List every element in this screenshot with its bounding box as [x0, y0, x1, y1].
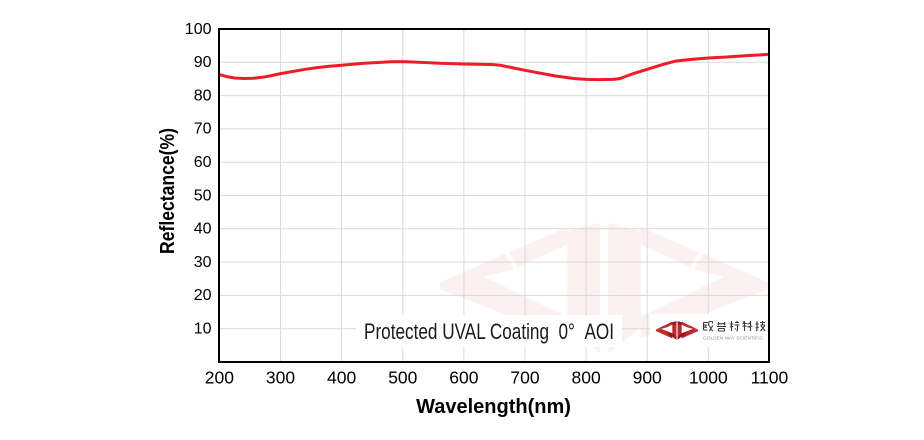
svg-text:40: 40: [194, 221, 212, 238]
svg-text:800: 800: [571, 368, 600, 388]
svg-text:90: 90: [194, 54, 212, 71]
svg-text:Reflectance(%): Reflectance(%): [157, 128, 179, 254]
svg-text:200: 200: [205, 368, 234, 388]
svg-text:10: 10: [194, 321, 212, 338]
svg-text:20: 20: [194, 287, 212, 304]
svg-text:600: 600: [449, 368, 478, 388]
svg-text:60: 60: [194, 154, 212, 171]
svg-text:1000: 1000: [689, 368, 728, 388]
svg-text:500: 500: [388, 368, 417, 388]
svg-text:70: 70: [194, 121, 212, 138]
svg-text:400: 400: [327, 368, 356, 388]
svg-text:Protected UVAL Coating 0° AO: Protected UVAL Coating 0° AOI: [364, 319, 614, 344]
svg-text:Wavelength(nm): Wavelength(nm): [416, 396, 571, 418]
svg-text:100: 100: [185, 21, 212, 38]
svg-text:GOLDEN WAY SCIENTIFIC: GOLDEN WAY SCIENTIFIC: [703, 336, 764, 341]
svg-text:80: 80: [194, 87, 212, 104]
svg-text:1100: 1100: [751, 368, 789, 388]
svg-text:300: 300: [266, 368, 295, 388]
svg-text:30: 30: [194, 254, 212, 271]
svg-text:700: 700: [510, 368, 539, 388]
svg-text:900: 900: [633, 368, 662, 388]
svg-text:50: 50: [194, 187, 212, 204]
